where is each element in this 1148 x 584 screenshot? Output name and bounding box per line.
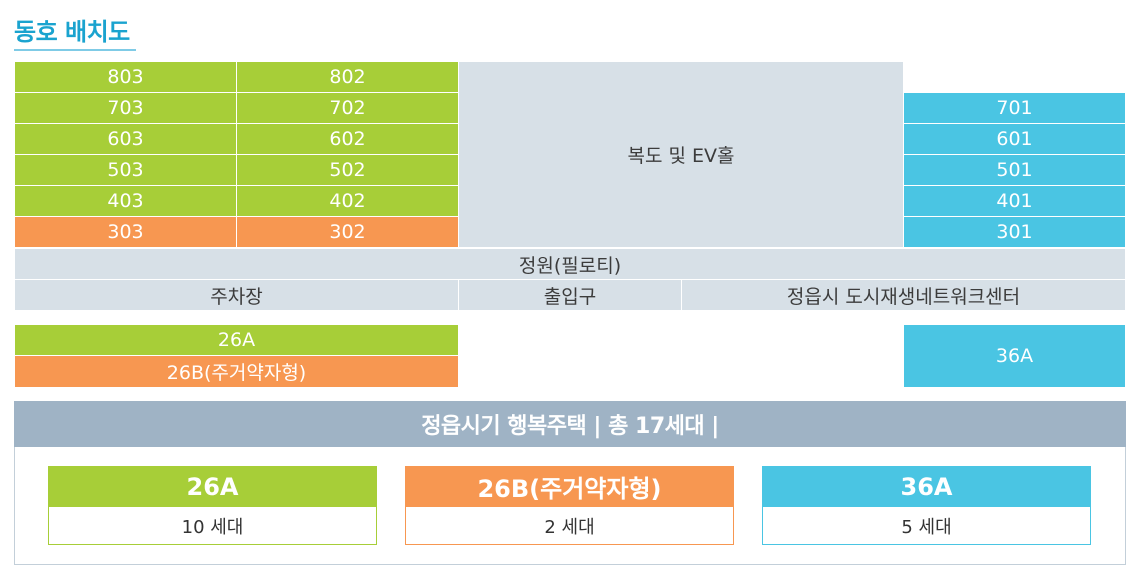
card-36a-type: 36A	[762, 466, 1091, 507]
legend-26b: 26B(주거약자형)	[14, 355, 459, 388]
card-26a-count: 10 세대	[48, 507, 377, 545]
unit-702: 702	[236, 92, 459, 124]
entrance: 출입구	[458, 279, 682, 311]
unit-701: 701	[903, 92, 1126, 124]
page-title: 동호 배치도	[14, 18, 130, 46]
card-26b-count: 2 세대	[405, 507, 734, 545]
unit-802: 802	[236, 61, 459, 93]
legend-36a: 36A	[903, 324, 1126, 388]
unit-603: 603	[14, 123, 237, 155]
unit-502: 502	[236, 154, 459, 186]
unit-503: 503	[14, 154, 237, 186]
unit-703: 703	[14, 92, 237, 124]
card-26a-type: 26A	[48, 466, 377, 507]
unit-601: 601	[903, 123, 1126, 155]
title-underline	[14, 49, 136, 51]
unit-402: 402	[236, 185, 459, 217]
unit-501: 501	[903, 154, 1126, 186]
unit-803: 803	[14, 61, 237, 93]
corridor-ev-hall: 복도 및 EV홀	[458, 61, 904, 248]
garden-piloti: 정원(필로티)	[14, 248, 1126, 280]
legend-26a: 26A	[14, 324, 459, 356]
unit-301: 301	[903, 216, 1126, 248]
card-36a-count: 5 세대	[762, 507, 1091, 545]
unit-302: 302	[236, 216, 459, 248]
unit-303: 303	[14, 216, 237, 248]
summary-banner: 정읍시기 행복주택 | 총 17세대 |	[14, 401, 1126, 447]
card-26b-type: 26B(주거약자형)	[405, 466, 734, 507]
unit-401: 401	[903, 185, 1126, 217]
unit-403: 403	[14, 185, 237, 217]
regeneration-center: 정읍시 도시재생네트워크센터	[681, 279, 1126, 311]
parking: 주차장	[14, 279, 459, 311]
unit-602: 602	[236, 123, 459, 155]
